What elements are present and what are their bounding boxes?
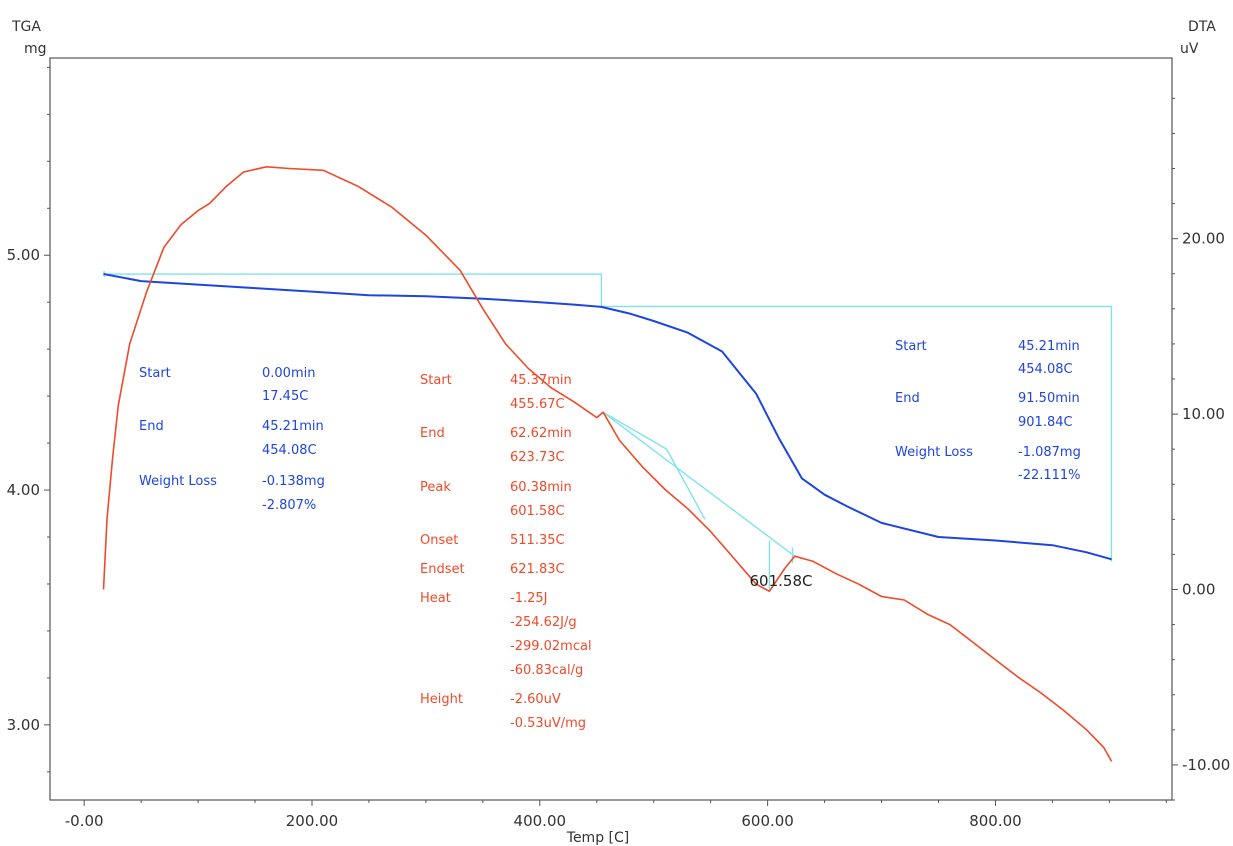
tga1-loss-mg: -0.138mg [262,474,325,489]
dta-end-label: End [420,426,445,441]
x-tick-label: 600.00 [741,812,794,830]
dta-height-uvmg: -0.53uV/mg [510,716,586,731]
right-axis-name: DTA [1188,19,1216,35]
tga-step2-annotation: Start 45.21min 454.08C End 91.50min 901.… [895,339,1081,483]
tga2-start-label: Start [895,339,927,354]
tga1-loss-label: Weight Loss [139,474,217,489]
y-left-tick-label: 4.00 [7,481,40,499]
left-axis-unit: mg [24,41,47,57]
x-tick-label: -0.00 [65,812,104,830]
tga1-start-min: 0.00min [262,366,315,381]
dta-endset-label: Endset [420,562,465,577]
dta-heat-calg: -60.83cal/g [510,663,583,678]
dta-height-label: Height [420,692,463,707]
tga-step1-annotation: Start 0.00min 17.45C End 45.21min 454.08… [139,366,325,513]
x-axis-label: Temp [C] [566,830,629,846]
dta-peak-annotation: Start 45.37min 455.67C End 62.62min 623.… [420,373,592,731]
tga2-loss-pct: -22.111% [1018,468,1081,483]
tga1-start-label: Start [139,366,171,381]
dta-start-temp: 455.67C [510,397,565,412]
tga2-end-min: 91.50min [1018,391,1080,406]
dta-onset-tangent [602,411,706,520]
dta-onset-val: 511.35C [510,533,565,548]
tga1-end-min: 45.21min [262,419,324,434]
tga2-loss-label: Weight Loss [895,445,973,460]
dta-start-min: 45.37min [510,373,572,388]
tga2-start-min: 45.21min [1018,339,1080,354]
tga1-end-label: End [139,419,164,434]
dta-peak-label: Peak [420,480,451,495]
dta-heat-label: Heat [420,591,451,606]
left-axis-name: TGA [11,19,41,35]
y-right-tick-label: 0.00 [1182,581,1215,599]
dta-baseline [602,411,796,557]
dta-end-min: 62.62min [510,426,572,441]
x-tick-label: 800.00 [969,812,1022,830]
dta-end-temp: 623.73C [510,450,565,465]
y-left-tick-label: 5.00 [7,246,40,264]
peak-marker-label: 601.58C [750,572,813,590]
dta-peak-temp: 601.58C [510,504,565,519]
x-tick-label: 200.00 [286,812,339,830]
y-right-tick-label: -10.00 [1182,756,1230,774]
dta-height-uv: -2.60uV [510,692,561,707]
series-group [102,166,1113,762]
tga2-loss-mg: -1.087mg [1018,445,1081,460]
dta-start-label: Start [420,373,452,388]
tga2-end-temp: 901.84C [1018,415,1073,430]
tick-group: -0.00 200.00 400.00 600.00 800.00 5.00 4.00 3.0… [7,66,1230,830]
tga1-end-temp: 454.08C [262,443,317,458]
right-axis-unit: uV [1180,41,1199,57]
tga1-start-temp: 17.45C [262,389,308,404]
dta-heat-mcal: -299.02mcal [510,639,592,654]
x-tick-label: 400.00 [514,812,567,830]
dta-heat-jg: -254.62J/g [510,615,577,630]
dta-onset-label: Onset [420,533,458,548]
tga2-end-label: End [895,391,920,406]
y-right-tick-label: 10.00 [1182,405,1225,423]
tga1-loss-pct: -2.807% [262,498,316,513]
tga-step1-bracket [104,273,603,307]
plot-frame [49,57,1173,801]
dta-heat-j: -1.25J [510,591,547,606]
dta-series-line [102,166,1113,762]
analysis-lines [103,271,1113,592]
tga-step2-bracket [601,305,1113,562]
dta-endset-val: 621.83C [510,562,565,577]
dta-peak-min: 60.38min [510,480,572,495]
tga2-start-temp: 454.08C [1018,362,1073,377]
y-right-tick-label: 20.00 [1182,230,1225,248]
y-left-tick-label: 3.00 [7,716,40,734]
tga-series-line [103,273,1112,561]
